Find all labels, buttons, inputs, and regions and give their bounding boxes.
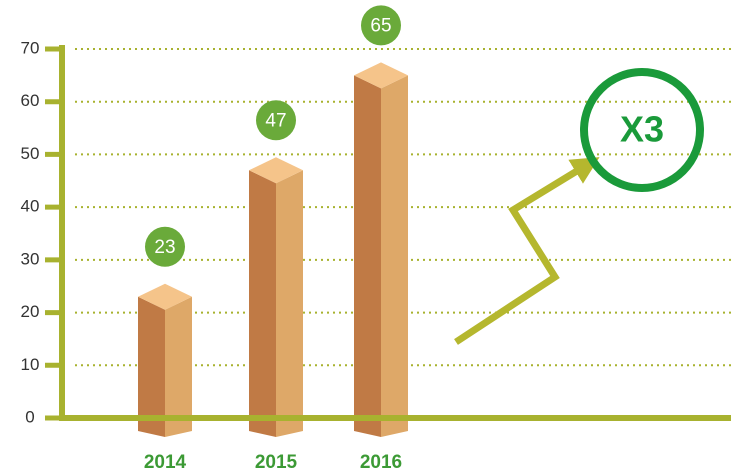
bar [249, 157, 303, 437]
bar-right-face [381, 75, 408, 437]
value-label: 47 [265, 110, 286, 131]
y-tick-label: 10 [21, 355, 40, 374]
x-tick-label: 2015 [255, 452, 298, 472]
y-tick-label: 20 [21, 302, 40, 321]
x-tick-label: 2014 [144, 452, 187, 472]
bar-top [249, 157, 303, 184]
y-tick-label: 30 [21, 249, 40, 268]
trend-arrow [454, 157, 600, 345]
bar-right-face [276, 170, 303, 437]
bar [354, 62, 408, 437]
y-tick-label: 60 [21, 91, 40, 110]
annotation: X3 [620, 109, 664, 150]
value-badge [361, 5, 401, 46]
annotation-circle [580, 68, 704, 192]
bar-left-face [249, 170, 276, 437]
bars: 23 2014 47 2015 65 2016 [59, 5, 731, 472]
bar-left-face [138, 296, 165, 437]
y-tick-label: 70 [21, 38, 40, 57]
y-tick-label: 0 [25, 407, 34, 426]
bar [138, 283, 192, 437]
bar-top [138, 283, 192, 310]
y-tick-label: 40 [21, 197, 40, 216]
bar-left-face [354, 75, 381, 437]
x-tick-label: 2016 [360, 452, 402, 472]
bar-right-face [165, 296, 192, 437]
value-badge [145, 226, 185, 267]
value-label: 65 [370, 15, 391, 36]
bar-top [354, 62, 408, 89]
y-tick-label: 50 [21, 144, 40, 163]
value-badge [256, 100, 296, 141]
value-label: 23 [154, 237, 175, 258]
